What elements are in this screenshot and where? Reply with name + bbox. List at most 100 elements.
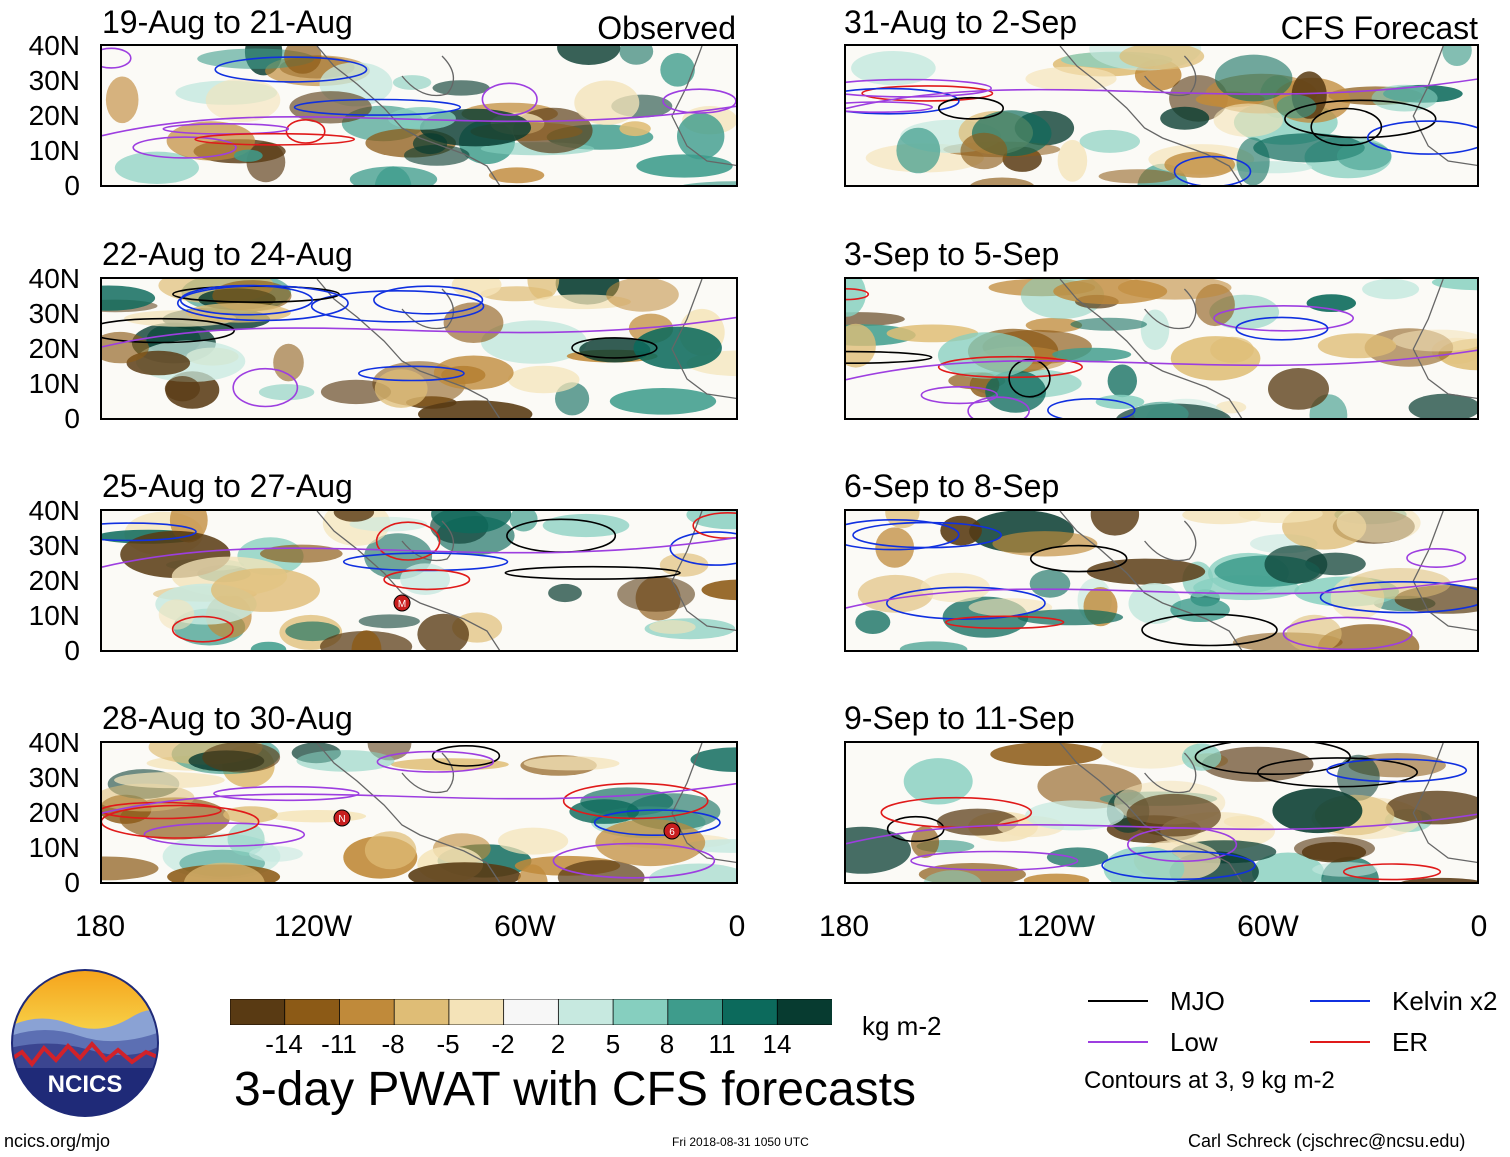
contour-line (938, 96, 1005, 120)
pwat-anomaly (1362, 279, 1420, 300)
pwat-anomaly (517, 864, 548, 882)
contour-line (1366, 120, 1477, 155)
pwat-anomaly (418, 400, 533, 418)
lon-label: 60W (1237, 910, 1299, 943)
lat-label: 10N (28, 368, 80, 399)
lon-label: 120W (273, 910, 353, 943)
pwat-anomaly (273, 343, 304, 382)
pwat-anomaly (1025, 318, 1083, 333)
coastline-americas (316, 743, 501, 882)
pwat-anomaly (114, 151, 199, 184)
lat-label: 30N (28, 530, 80, 561)
pwat-map (102, 279, 736, 418)
pwat-anomaly (1090, 511, 1140, 536)
lon-label: 0 (728, 910, 746, 943)
pwat-anomaly (1164, 151, 1235, 178)
pwat-anomaly (846, 312, 905, 327)
contour-line (937, 355, 1083, 379)
contour-line-low (102, 105, 736, 137)
pwat-anomaly (431, 511, 512, 534)
contour-line (1235, 316, 1329, 341)
coastline-africa (1412, 279, 1477, 400)
contour-line (662, 88, 736, 114)
contour-line (861, 85, 994, 102)
contour-line (846, 288, 870, 301)
pwat-anomaly (937, 332, 1035, 379)
lat-label: 30N (28, 298, 80, 329)
pwat-anomaly (1301, 842, 1367, 863)
pwat-anomaly (164, 376, 200, 402)
contour-line (846, 350, 933, 364)
pwat-anomaly (1079, 129, 1140, 153)
panel-title: 31-Aug to 2-Sep (844, 4, 1078, 40)
pwat-anomaly (320, 379, 392, 405)
pwat-anomaly (1408, 393, 1477, 418)
pwat-anomaly (606, 279, 679, 312)
map-frame (844, 741, 1479, 884)
colorbar-tick: 5 (605, 1029, 621, 1059)
pwat-anomaly (1023, 873, 1090, 882)
contour-line (920, 385, 999, 405)
pwat-anomaly (701, 579, 736, 601)
contour-line-low (102, 316, 736, 348)
map-frame (100, 277, 738, 420)
contour-line (571, 337, 658, 359)
pwat-anomaly (211, 568, 320, 612)
pwat-anomaly (649, 863, 736, 882)
colorbar-swatch (612, 998, 669, 1026)
lat-label: 10N (28, 135, 80, 166)
pwat-anomaly (1223, 815, 1265, 828)
contour-line (1173, 155, 1252, 185)
pwat-anomaly (940, 515, 982, 546)
pwat-anomaly (1238, 511, 1323, 523)
pwat-anomaly (1286, 614, 1342, 650)
contour-line (1282, 616, 1413, 650)
pwat-anomaly (481, 320, 587, 364)
pwat-anomaly (595, 819, 706, 867)
contour-line (562, 782, 709, 820)
coastline-gulf (1144, 288, 1197, 330)
colorbar-units: kg m-2 (862, 1011, 942, 1041)
pwat-anomaly (636, 154, 733, 178)
colorbar-tick: -14 (265, 1029, 303, 1059)
pwat-anomaly (633, 326, 722, 370)
pwat-anomaly (683, 181, 736, 185)
panel-title: 25-Aug to 27-Aug (102, 468, 353, 504)
pwat-anomaly (260, 544, 343, 563)
pwat-anomaly (250, 641, 287, 650)
lat-label: 30N (28, 762, 80, 793)
contour-line (102, 804, 260, 839)
pwat-anomaly (102, 285, 156, 311)
lat-label: 20N (28, 100, 80, 131)
pwat-anomaly (857, 574, 934, 613)
pwat-map (102, 46, 736, 185)
legend-line-low (1088, 1041, 1148, 1043)
pwat-anomaly (358, 614, 420, 629)
colorbar-tick: 8 (659, 1029, 675, 1059)
pwat-anomaly (1337, 754, 1380, 801)
pwat-anomaly (557, 860, 645, 882)
pwat-anomaly (432, 80, 490, 96)
pwat-anomaly (417, 613, 469, 650)
legend-label-mjo: MJO (1170, 986, 1225, 1016)
coastline-americas (1059, 511, 1243, 650)
pwat-map (846, 743, 1477, 882)
colorbar-tick: -8 (381, 1029, 405, 1059)
pwat-anomaly (1057, 139, 1088, 182)
contour-line (102, 522, 197, 542)
lon-label: 120W (1016, 910, 1096, 943)
contour-line (886, 586, 1046, 620)
pwat-anomaly (690, 747, 736, 772)
lat-label: 10N (28, 600, 80, 631)
lat-label: 30N (28, 65, 80, 96)
contour-line (431, 744, 501, 767)
pwat-anomaly (227, 822, 265, 856)
pwat-anomaly (1201, 746, 1314, 782)
contour-line (504, 565, 681, 580)
contour-line (357, 365, 465, 382)
legend-label-low: Low (1170, 1027, 1218, 1057)
legend-label-er: ER (1392, 1027, 1429, 1057)
colorbar-swatches (229, 998, 833, 1026)
contour-line (132, 136, 237, 159)
pwat-anomaly (296, 750, 395, 772)
